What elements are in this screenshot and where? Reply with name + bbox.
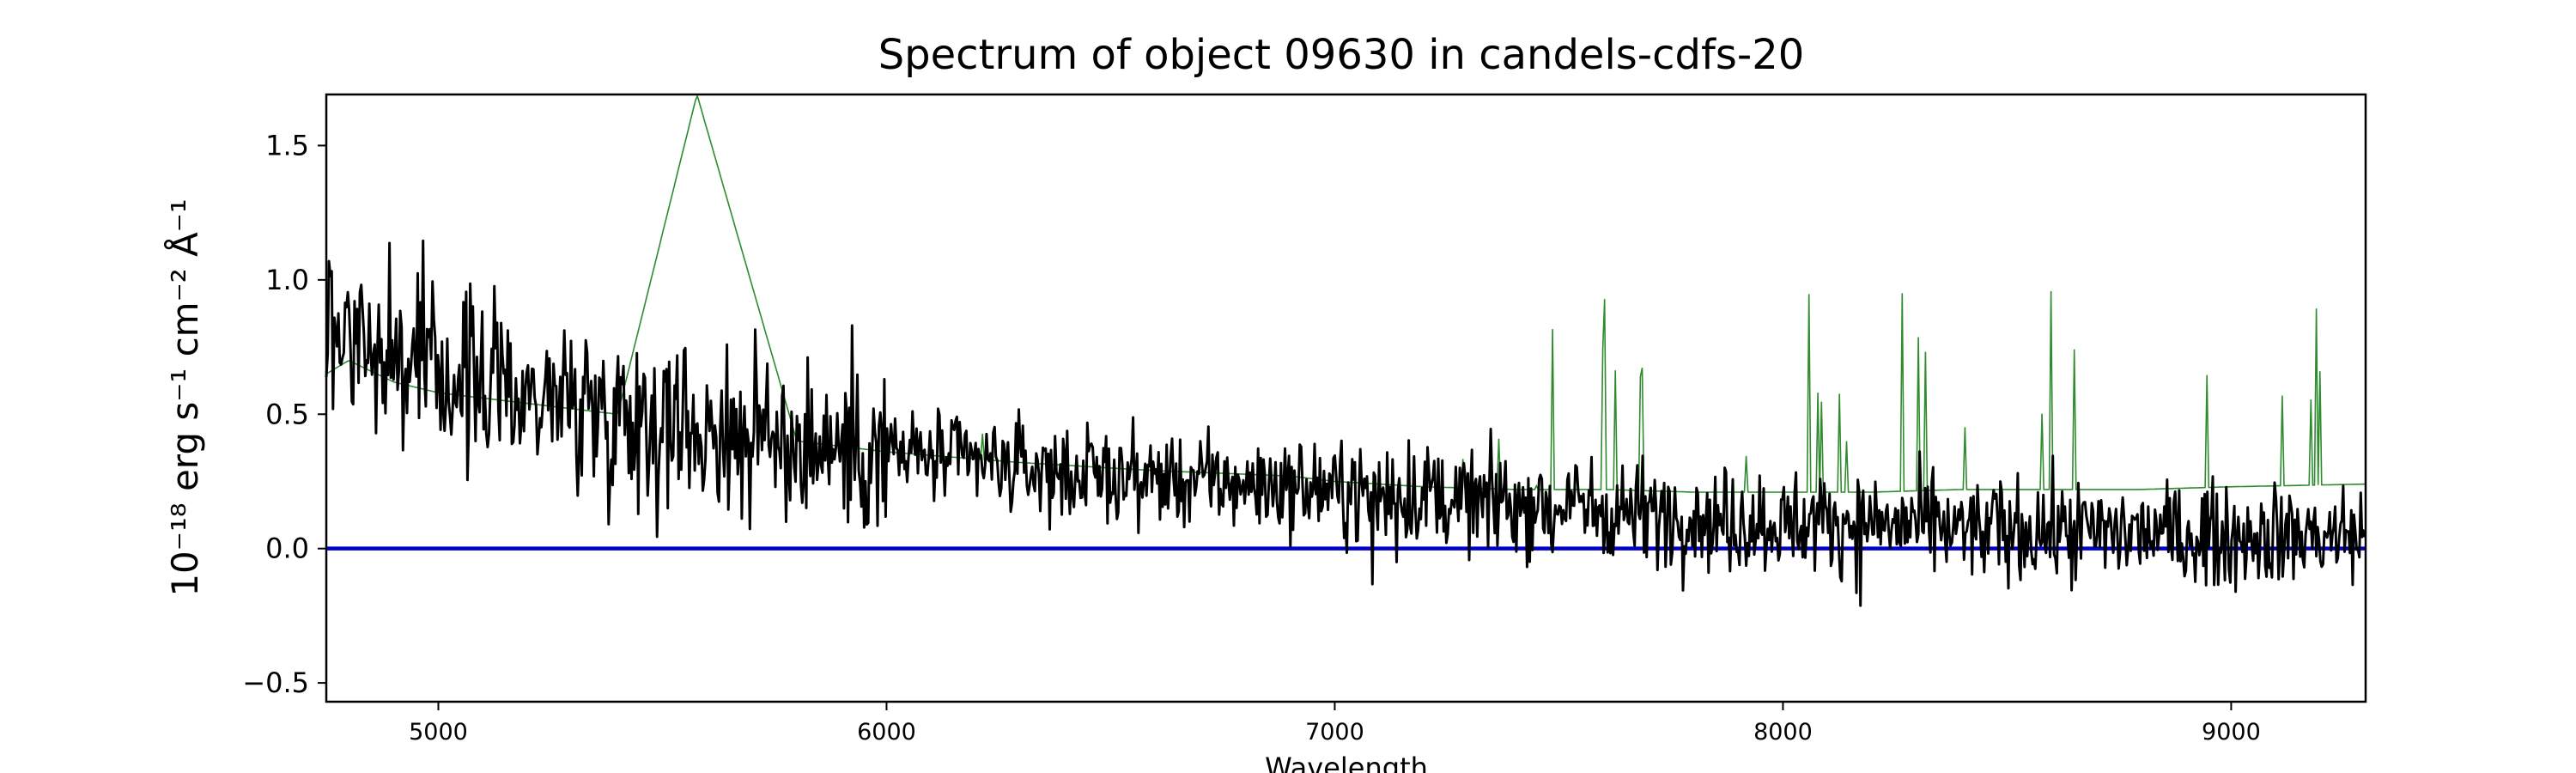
plot-frame xyxy=(325,93,2367,703)
y-tick-label: 0.5 xyxy=(265,398,309,430)
x-tick-label: 7000 xyxy=(1305,719,1364,746)
x-tick-label: 6000 xyxy=(857,719,916,746)
y-tick-label: 1.0 xyxy=(265,264,309,296)
observed-spectrum-layer xyxy=(325,239,2366,607)
x-tick-label: 9000 xyxy=(2202,719,2261,746)
x-tick-label: 5000 xyxy=(409,719,468,746)
plot-background xyxy=(326,94,2366,702)
y-tick-label: −0.5 xyxy=(242,666,309,699)
x-axis-label: Wavelength xyxy=(1265,752,1428,773)
x-axis-ticks: 5000 6000 7000 8000 9000 xyxy=(409,702,2261,746)
plot-area xyxy=(325,93,2367,703)
y-axis-label: 10⁻¹⁸ erg s⁻¹ cm⁻² Å⁻¹ xyxy=(163,198,206,596)
chart-title: Spectrum of object 09630 in candels-cdfs… xyxy=(878,31,1805,79)
y-tick-label: 0.0 xyxy=(265,533,309,565)
model-spectrum-line xyxy=(325,94,2366,493)
model-spectrum-layer xyxy=(325,94,2366,493)
observed-spectrum-line xyxy=(325,239,2366,607)
y-tick-label: 1.5 xyxy=(265,129,309,161)
x-tick-label: 8000 xyxy=(1753,719,1813,746)
y-axis-ticks: −0.5 0.0 0.5 1.0 1.5 xyxy=(242,129,326,699)
